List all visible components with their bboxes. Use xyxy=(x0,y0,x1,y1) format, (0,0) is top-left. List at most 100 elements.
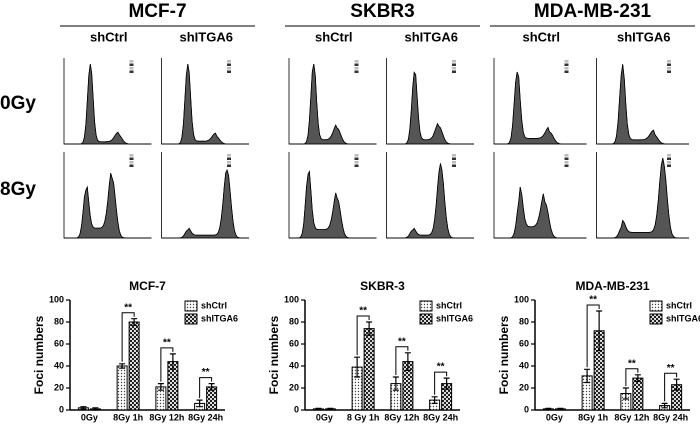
histogram-fit xyxy=(386,71,474,145)
histogram-legend-key xyxy=(667,70,671,73)
y-tick-label: 100 xyxy=(49,294,64,304)
histogram-legend-key xyxy=(354,63,359,66)
bar xyxy=(632,377,644,411)
legend-label: shCtrl xyxy=(201,300,227,310)
significance-label: ** xyxy=(667,363,675,374)
error-bar xyxy=(157,383,164,391)
error-bar xyxy=(584,368,591,384)
histogram-legend-key xyxy=(354,154,359,157)
y-tick-label: 20 xyxy=(289,382,299,392)
histogram-fit xyxy=(386,163,474,239)
histogram-fit xyxy=(494,71,587,145)
error-bar xyxy=(596,310,603,352)
x-tick-label: 8Gy 24h xyxy=(188,412,223,422)
legend-label: shITGA6 xyxy=(201,313,238,323)
histogram-legend-key xyxy=(667,164,671,167)
x-tick-label: 0Gy xyxy=(81,412,98,422)
histogram-legend-key xyxy=(667,157,671,160)
histogram-legend-key xyxy=(227,70,231,73)
error-bar xyxy=(169,353,176,370)
histogram-legend-key xyxy=(452,154,456,157)
y-tick-label: 80 xyxy=(54,316,64,326)
y-tick-label: 100 xyxy=(284,294,299,304)
histogram-legend-key xyxy=(129,70,134,73)
histogram xyxy=(596,157,689,239)
legend-swatch xyxy=(419,313,433,325)
dose-label: 0Gy xyxy=(0,93,36,114)
error-bar xyxy=(315,407,322,411)
histogram-legend-key xyxy=(227,164,231,167)
y-tick-label: 0 xyxy=(294,404,299,414)
error-bar xyxy=(327,407,334,411)
significance-bracket xyxy=(625,368,639,386)
chart-title: SKBR-3 xyxy=(360,279,405,293)
legend-label: shITGA6 xyxy=(666,313,700,323)
cell-line-header: MCF-7 xyxy=(128,1,186,22)
histogram xyxy=(64,63,152,145)
condition-label: shITGA6 xyxy=(180,29,233,44)
x-tick-label: 8Gy 12h xyxy=(384,412,419,422)
error-bar xyxy=(404,352,411,371)
error-bar xyxy=(443,377,450,390)
histogram-legend-key xyxy=(354,60,359,63)
histogram-axes xyxy=(288,152,377,239)
error-bar xyxy=(545,407,552,411)
histogram xyxy=(161,63,249,145)
histogram xyxy=(64,173,152,239)
error-bar xyxy=(557,407,564,411)
histogram xyxy=(386,71,474,145)
bar xyxy=(363,328,375,411)
histogram xyxy=(161,169,249,239)
y-tick-label: 60 xyxy=(54,338,64,348)
chart-title: MCF-7 xyxy=(129,279,166,293)
legend-swatch xyxy=(649,313,663,325)
histogram-legend-key xyxy=(452,63,456,66)
chart-title: MDA-MB-231 xyxy=(575,279,649,293)
histogram xyxy=(386,163,474,239)
histogram-legend-key xyxy=(354,70,359,73)
y-tick-label: 60 xyxy=(519,338,529,348)
histogram-axes xyxy=(161,58,249,145)
histogram-axes xyxy=(161,152,249,239)
error-bar xyxy=(661,402,668,409)
condition-label: shITGA6 xyxy=(617,29,670,44)
histogram-fit xyxy=(161,63,249,145)
error-bar xyxy=(208,383,215,391)
error-bar xyxy=(119,363,126,369)
histogram-legend-key xyxy=(129,161,134,164)
histogram-legend-key xyxy=(452,70,456,73)
error-bar xyxy=(92,407,99,411)
histogram-legend-key xyxy=(452,60,456,63)
histogram-axes xyxy=(386,152,474,239)
histogram-axes xyxy=(63,58,152,145)
x-tick-label: 8Gy 1h xyxy=(113,412,143,422)
histogram-fit xyxy=(289,63,377,145)
histogram-axes xyxy=(596,58,689,145)
histogram-legend-key xyxy=(129,157,134,160)
error-bar xyxy=(196,399,203,408)
histogram-legend-key xyxy=(452,164,456,167)
histogram-legend-key xyxy=(667,67,671,70)
histogram-legend-key xyxy=(129,67,134,70)
histogram-axes xyxy=(493,58,587,145)
error-bar xyxy=(80,406,87,410)
histogram-axes xyxy=(386,58,474,145)
histogram-legend-key xyxy=(129,60,134,63)
histogram-legend-key xyxy=(129,63,134,66)
y-axis-label: Foci numbers xyxy=(497,315,511,394)
y-axis-label: Foci numbers xyxy=(267,315,281,394)
bar xyxy=(116,365,128,411)
histogram-legend-key xyxy=(452,161,456,164)
error-bar xyxy=(354,356,361,378)
legend-swatch xyxy=(419,300,433,312)
histogram-legend-key xyxy=(227,63,231,66)
histogram-legend-key xyxy=(564,161,569,164)
legend-label: shITGA6 xyxy=(436,313,473,323)
histogram-legend-key xyxy=(452,67,456,70)
histogram-legend-key xyxy=(452,157,456,160)
histogram-axes xyxy=(596,152,689,239)
x-tick-label: 8Gy 12h xyxy=(149,412,184,422)
histogram-legend-key xyxy=(227,67,231,70)
histogram-axes xyxy=(288,58,377,145)
histogram-fit xyxy=(596,64,689,145)
